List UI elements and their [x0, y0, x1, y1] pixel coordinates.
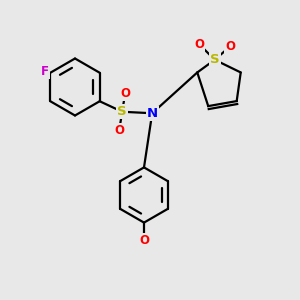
Text: O: O: [225, 40, 235, 53]
Text: O: O: [114, 124, 124, 137]
Text: O: O: [194, 38, 204, 51]
Text: N: N: [147, 107, 158, 120]
Text: O: O: [120, 87, 130, 100]
Text: S: S: [117, 105, 127, 118]
Text: O: O: [139, 233, 149, 247]
Text: F: F: [41, 65, 49, 78]
Text: S: S: [210, 53, 220, 66]
